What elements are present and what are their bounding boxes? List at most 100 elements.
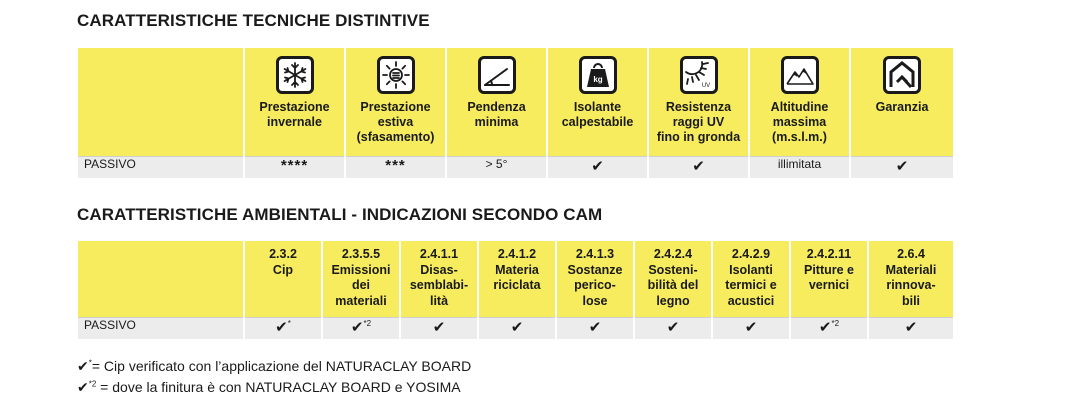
- check-mark: ✔: [77, 379, 89, 395]
- cam-label-line: riciclata: [493, 278, 541, 292]
- sun-icon: [376, 56, 415, 94]
- cam-label-line: Emissioni: [331, 262, 391, 277]
- section-title-environmental: CARATTERISTICHE AMBIENTALI - INDICAZIONI…: [77, 205, 603, 224]
- table-row-passivo: PASSIVO **** *** > 5° ✔ ✔ illimitata ✔: [78, 155, 953, 178]
- header-cam-2-3-5-5: 2.3.5.5 Emissioni dei materiali: [321, 241, 400, 317]
- slope-icon: [477, 56, 516, 94]
- cam-code: 2.6.4: [897, 247, 925, 261]
- cam-label-line: Sosteni-: [648, 262, 698, 277]
- footnote-marker: *2: [831, 318, 840, 328]
- value-altitude: illimitata: [748, 155, 850, 178]
- cam-label-line: bilità del: [647, 278, 699, 292]
- cam-label-line: materiali: [335, 293, 387, 308]
- cam-label-line: acustici: [727, 293, 775, 308]
- value-cam-cell: ✔*2: [789, 316, 868, 339]
- cam-label-line: perico-: [574, 278, 616, 292]
- winter-label-line1: Prestazione: [259, 100, 330, 114]
- walkable-label-line2: calpestabile: [561, 115, 634, 129]
- check-mark: ✔: [275, 318, 288, 336]
- footnote-marker: *2: [363, 318, 372, 328]
- footnote-marker: *: [88, 358, 92, 368]
- cam-label-line: rinnova-: [886, 278, 936, 292]
- slope-label-line2: minima: [474, 115, 519, 129]
- row-label: PASSIVO: [78, 155, 245, 178]
- header-cam-2-4-1-3: 2.4.1.3 Sostanze perico- lose: [555, 241, 634, 317]
- slope-label-line1: Pendenza: [467, 100, 526, 114]
- check-mark: ✔: [588, 318, 602, 336]
- header-min-slope: Pendenza minima: [445, 48, 547, 156]
- cam-code: 2.4.2.4: [653, 247, 693, 261]
- footnote-text: = dove la finitura è con NATURACLAY BOAR…: [96, 379, 461, 395]
- value-warranty: ✔: [849, 155, 953, 178]
- technical-features-table: Prestazione invernale: [78, 48, 953, 178]
- check-mark: ✔: [432, 318, 446, 336]
- value-uv: ✔: [647, 155, 749, 178]
- altitude-label-line1: Altitudine: [770, 100, 829, 114]
- value-cam-cell: ✔: [399, 316, 478, 339]
- value-slope: > 5°: [445, 155, 547, 178]
- value-walkable: ✔: [546, 155, 648, 178]
- header-empty-cell: [78, 241, 245, 317]
- value-winter: ****: [243, 155, 345, 178]
- walkable-label-line1: Isolante: [573, 100, 622, 114]
- footnote-marker: *2: [88, 379, 97, 389]
- house-warranty-icon: [883, 56, 921, 94]
- header-winter-performance: Prestazione invernale: [243, 48, 345, 156]
- cam-label-line: semblabi-: [409, 278, 469, 292]
- header-empty-cell: [78, 48, 245, 156]
- header-cam-2-4-2-11: 2.4.2.11 Pitture e vernici: [789, 241, 868, 317]
- cam-label-line: Materiali: [885, 262, 937, 277]
- value-summer: ***: [344, 155, 446, 178]
- uv-label-line1: Resistenza: [665, 100, 732, 114]
- snowflake-icon: [275, 56, 314, 94]
- value-cam-cell: ✔: [711, 316, 790, 339]
- cam-label-line: lità: [429, 293, 449, 308]
- cam-label-line: Materia: [495, 262, 539, 277]
- cam-code: 2.4.1.1: [419, 247, 459, 261]
- check-mark: ✔: [744, 318, 758, 336]
- cam-label-line: Pitture e: [803, 262, 854, 277]
- cam-label-line: legno: [656, 293, 690, 308]
- footnote-1: ✔*= Cip verificato con l’applicazione de…: [77, 358, 471, 375]
- kg-text: kg: [593, 75, 602, 84]
- cam-label-line: Disas-: [420, 262, 458, 277]
- cam-code: 2.3.2: [269, 247, 297, 261]
- cam-code: 2.4.1.3: [575, 247, 615, 261]
- weight-kg-icon: kg: [578, 56, 617, 94]
- check-mark: ✔: [350, 318, 364, 336]
- header-walkable-insulation: kg Isolante calpestabile: [546, 48, 648, 156]
- cam-label-line: vernici: [808, 278, 850, 292]
- row-label: PASSIVO: [78, 316, 245, 339]
- value-cam-cell: ✔: [477, 316, 556, 339]
- header-cam-2-4-2-4: 2.4.2.4 Sosteni- bilità del legno: [633, 241, 712, 317]
- summer-label-line1: Prestazione: [360, 100, 431, 114]
- value-cam-cell: ✔: [867, 316, 953, 339]
- cam-label-line: lose: [582, 293, 608, 308]
- uv-text: UV: [701, 83, 709, 89]
- cam-code: 2.4.2.11: [806, 247, 852, 261]
- header-cam-2-4-1-2: 2.4.1.2 Materia riciclata: [477, 241, 556, 317]
- footnote-text: = Cip verificato con l’applicazione del …: [91, 358, 472, 374]
- table-row-passivo: PASSIVO ✔* ✔*2 ✔ ✔ ✔ ✔ ✔ ✔*2 ✔: [78, 316, 953, 339]
- cam-label-line: termici e: [725, 278, 777, 292]
- header-uv-resistance: UV Resistenza raggi UV fino in gronda: [647, 48, 749, 156]
- header-cam-2-6-4: 2.6.4 Materiali rinnova- bili: [867, 241, 953, 317]
- header-cam-2-4-1-1: 2.4.1.1 Disas- semblabi- lità: [399, 241, 478, 317]
- cam-label-line: Isolanti: [729, 262, 773, 277]
- altitude-label-line3: (m.s.l.m.): [772, 130, 827, 144]
- header-cam-2-4-2-9: 2.4.2.9 Isolanti termici e acustici: [711, 241, 790, 317]
- footnote-marker: *: [287, 318, 291, 328]
- header-cam-2-3-2: 2.3.2 Cip: [243, 241, 322, 317]
- cam-code: 2.4.1.2: [497, 247, 537, 261]
- cam-label-line: bili: [901, 293, 921, 308]
- altitude-label-line2: massima: [772, 115, 827, 129]
- header-warranty: Garanzia: [849, 48, 953, 156]
- cam-label-line: Cip: [272, 262, 294, 277]
- summer-label-line3: (sfasamento): [356, 130, 435, 144]
- cam-label-line: dei: [351, 278, 371, 292]
- header-max-altitude: Altitudine massima (m.s.l.m.): [748, 48, 850, 156]
- header-summer-performance: Prestazione estiva (sfasamento): [344, 48, 446, 156]
- check-mark: ✔: [818, 318, 832, 336]
- cam-code: 2.4.2.9: [731, 247, 771, 261]
- check-mark: ✔: [904, 318, 918, 336]
